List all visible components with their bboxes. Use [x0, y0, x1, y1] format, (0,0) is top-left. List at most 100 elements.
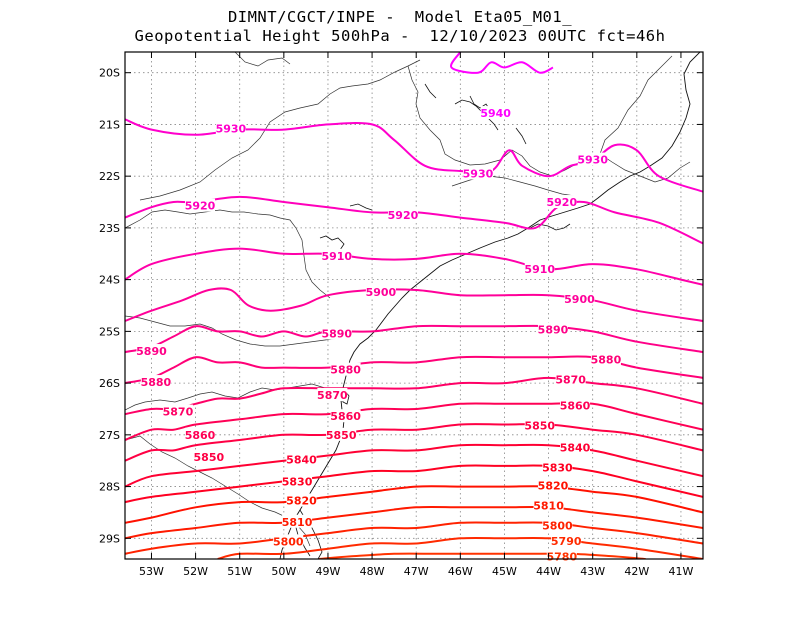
contour-label-bg	[551, 533, 582, 547]
contour-label-bg	[365, 285, 396, 299]
lat-lon-grid	[125, 52, 703, 559]
contour-label-bg	[185, 198, 216, 212]
lat-tick-label: 22S	[99, 170, 120, 183]
contour-5890	[125, 324, 703, 354]
lon-tick-label: 52W	[183, 565, 208, 578]
contour-5880	[125, 355, 703, 385]
contour-label-bg	[537, 478, 568, 492]
contour-label: 5890	[321, 327, 352, 340]
contour-label: 5930	[463, 168, 494, 181]
state-border	[139, 59, 421, 201]
contour-label-bg	[537, 322, 568, 336]
contour-label: 5880	[141, 376, 172, 389]
contour-label-bg	[542, 518, 573, 532]
map-title-line1: DIMNT/CGCT/INPE - Model Eta05_M01_	[227, 8, 573, 26]
contour-label-bg	[330, 409, 361, 423]
contour-label: 5810	[533, 500, 564, 513]
lat-tick-label: 26S	[99, 377, 120, 390]
lat-tick-label: 24S	[99, 274, 120, 287]
map-title-line2: Geopotential Height 500hPa - 12/10/2023 …	[134, 27, 666, 45]
contour-label-bg	[215, 121, 246, 135]
contour-label: 5870	[163, 406, 194, 419]
state-border	[407, 55, 673, 177]
contour-label-bg	[480, 106, 511, 120]
reservoir	[424, 83, 437, 99]
contour-label-bg	[542, 460, 573, 474]
contour-label-bg	[317, 388, 348, 402]
contour-5820	[125, 485, 703, 524]
reservoir	[515, 127, 527, 145]
contour-labels: 5940 5930 5930 5930 5920 5920 5920 5910 5910 5900…	[136, 106, 622, 563]
contour-label: 5800	[273, 535, 304, 548]
contour-label: 5920	[185, 200, 216, 213]
lon-tick-label: 45W	[492, 565, 517, 578]
contour-label: 5900	[366, 286, 397, 299]
contour-label-bg	[185, 427, 216, 441]
contour-label: 5790	[551, 535, 582, 548]
contour-label: 5930	[577, 154, 608, 167]
contour-label-bg	[326, 427, 357, 441]
contour-label: 5930	[216, 123, 247, 136]
contour-5830	[125, 464, 703, 504]
lat-tick-label: 28S	[99, 481, 120, 494]
contour-label-bg	[321, 326, 352, 340]
state-border	[125, 315, 341, 347]
contour-label: 5780	[546, 550, 577, 563]
contour-label-bg	[577, 152, 608, 166]
lon-tick-label: 46W	[448, 565, 473, 578]
contour-5810	[125, 505, 703, 540]
contour-label-bg	[273, 534, 304, 548]
state-border	[599, 153, 691, 183]
contour-label: 5910	[321, 250, 352, 263]
lon-tick-label: 47W	[404, 565, 429, 578]
contour-label: 5860	[560, 399, 591, 412]
contour-label-bg	[321, 248, 352, 262]
lon-tick-label: 49W	[316, 565, 341, 578]
contour-label: 5840	[560, 441, 591, 454]
reservoir	[454, 99, 499, 131]
contour-label: 5920	[388, 209, 419, 222]
contour-label-bg	[282, 514, 313, 528]
bay	[529, 223, 571, 231]
contour-label: 5910	[524, 263, 555, 276]
contour-label-bg	[286, 493, 317, 507]
contour-label-bg	[282, 474, 313, 488]
plot-frame	[124, 51, 704, 560]
lon-tick-label: 53W	[139, 565, 164, 578]
contour-label-bg	[162, 404, 193, 418]
contour-5910	[125, 247, 703, 286]
contour-label: 5900	[564, 293, 595, 306]
contour-label: 5870	[555, 373, 586, 386]
contour-label: 5850	[194, 451, 225, 464]
contour-label-bg	[330, 362, 361, 376]
lon-tick-label: 42W	[624, 565, 649, 578]
contour-label: 5940	[480, 107, 511, 120]
contour-label-bg	[560, 440, 591, 454]
lat-tick-label: 25S	[99, 325, 120, 338]
lat-tick-label: 29S	[99, 532, 120, 545]
contour-label-bg	[533, 498, 564, 512]
axis-ticks: 53W 52W 51W 50W 49W 48W 47W 46W 45W 44W 43W 42W 41W 2…	[99, 52, 703, 578]
contour-label: 5820	[286, 495, 317, 508]
state-border	[125, 209, 331, 299]
contour-label: 5800	[542, 519, 573, 532]
contour-5780	[319, 552, 646, 559]
contour-label-bg	[546, 195, 577, 209]
contour-label: 5870	[317, 389, 348, 402]
contour-5930	[125, 118, 703, 193]
contour-label: 5850	[326, 429, 357, 442]
contour-5800	[125, 521, 703, 555]
contour-5850	[125, 423, 703, 462]
contour-5940	[450, 52, 554, 74]
contour-label: 5810	[282, 516, 313, 529]
contour-label: 5920	[546, 196, 577, 209]
lon-tick-label: 44W	[536, 565, 561, 578]
contour-label: 5880	[330, 364, 361, 377]
contour-label-bg	[462, 166, 493, 180]
lon-tick-label: 48W	[360, 565, 385, 578]
contour-label: 5860	[330, 410, 361, 423]
contour-label: 5890	[136, 345, 167, 358]
contour-label: 5820	[538, 480, 569, 493]
lat-tick-label: 23S	[99, 222, 120, 235]
